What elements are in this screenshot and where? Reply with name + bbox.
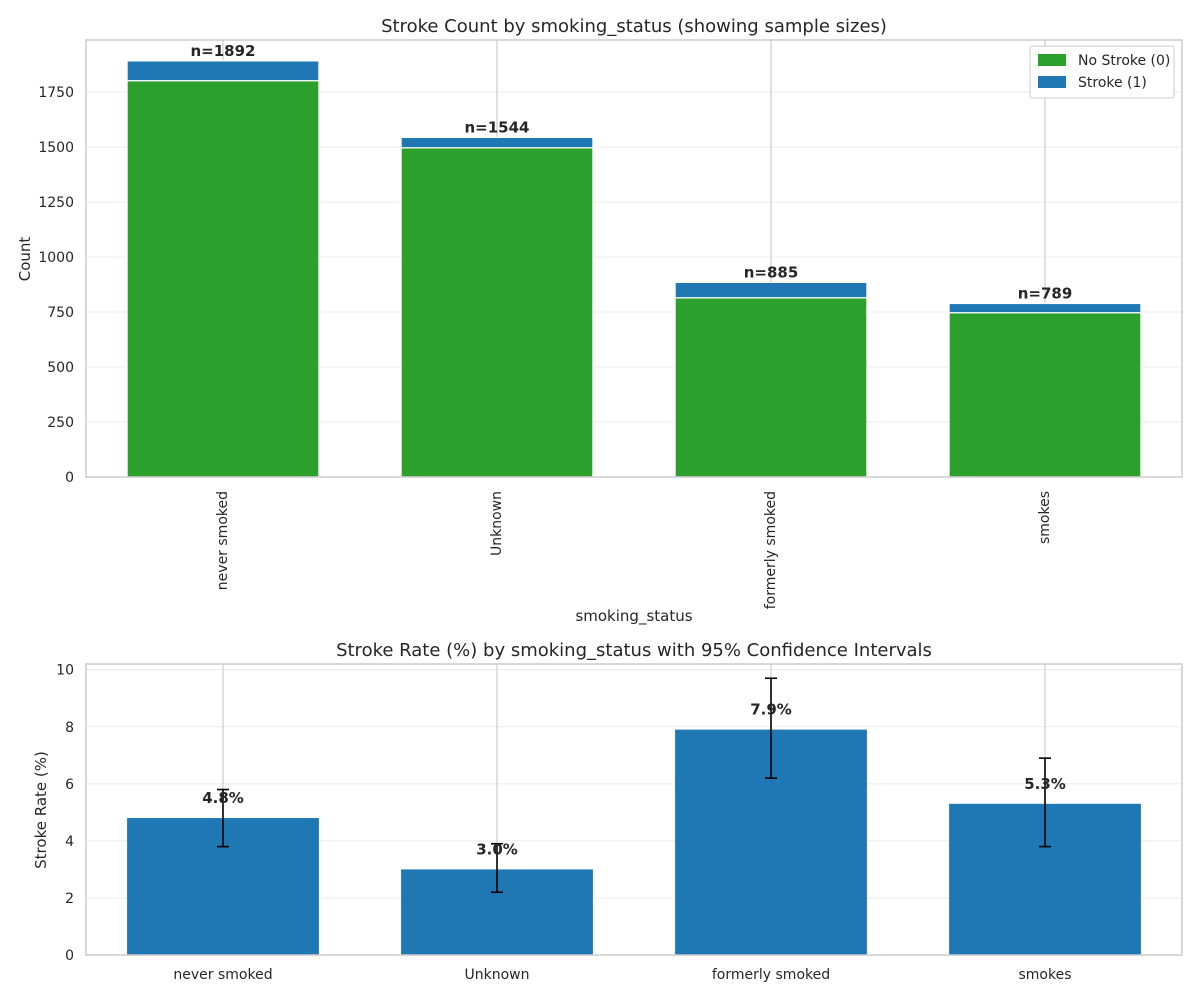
rate-label-unknown: 3.0% xyxy=(476,840,518,858)
chart1-y-tick-label: 250 xyxy=(47,415,74,431)
chart2-x-tick-label: never smoked xyxy=(173,967,272,983)
total-label-formerly-smoked: n=885 xyxy=(744,263,799,281)
chart1-y-tick-label: 1500 xyxy=(38,140,74,156)
chart1-title: Stroke Count by smoking_status (showing … xyxy=(381,16,887,37)
bar-formerly-smoked-no-stroke-0 xyxy=(674,297,868,478)
legend-swatch-no-stroke xyxy=(1038,54,1066,66)
chart1-x-tick-label: formerly smoked xyxy=(763,491,779,609)
chart2-y-tick-label: 6 xyxy=(65,777,74,793)
bar-smokes-no-stroke-0 xyxy=(948,312,1142,478)
bar-unknown-stroke-1 xyxy=(400,136,594,149)
chart2-y-tick-label: 0 xyxy=(65,948,74,964)
chart2-y-tick-label: 2 xyxy=(65,891,74,907)
stroke-count-chart: Stroke Count by smoking_status (showing … xyxy=(16,16,1183,626)
legend-label-stroke: Stroke (1) xyxy=(1078,75,1147,91)
error-bar-smokes xyxy=(1039,757,1051,848)
legend-swatch-stroke xyxy=(1038,76,1066,88)
chart2-y-tick-label: 4 xyxy=(65,834,74,850)
total-label-unknown: n=1544 xyxy=(465,118,530,136)
chart1-x-tick-label: never smoked xyxy=(215,491,231,590)
chart1-y-tick-label: 1750 xyxy=(38,85,74,101)
chart1-x-tick-label: Unknown xyxy=(489,491,505,556)
chart1-y-tick-label: 0 xyxy=(65,470,74,486)
bar-never-smoked-stroke-1 xyxy=(126,60,320,82)
chart2-x-tick-label: formerly smoked xyxy=(712,967,830,983)
rate-label-smokes: 5.3% xyxy=(1024,775,1066,793)
chart1-y-tick-label: 1250 xyxy=(38,195,74,211)
chart1-legend: No Stroke (0) Stroke (1) xyxy=(1029,45,1175,99)
bar-unknown-no-stroke-0 xyxy=(400,147,594,478)
chart2-y-axis-label: Stroke Rate (%) xyxy=(32,751,50,869)
bar-never-smoked-no-stroke-0 xyxy=(126,80,320,478)
stroke-rate-chart: Stroke Rate (%) by smoking_status with 9… xyxy=(32,640,1183,983)
legend-label-no-stroke: No Stroke (0) xyxy=(1078,53,1170,69)
chart2-title: Stroke Rate (%) by smoking_status with 9… xyxy=(336,640,932,661)
chart1-y-tick-label: 500 xyxy=(47,360,74,376)
chart2-x-tick-label: Unknown xyxy=(465,967,530,983)
chart2-plot-frame xyxy=(85,663,1183,956)
chart2-y-tick-label: 10 xyxy=(56,663,74,679)
total-label-smokes: n=789 xyxy=(1018,284,1073,302)
error-bar-formerly-smoked xyxy=(765,677,777,779)
total-label-never-smoked: n=1892 xyxy=(191,42,256,60)
bar-smokes-stroke-1 xyxy=(948,302,1142,314)
rate-label-never-smoked: 4.8% xyxy=(202,789,244,807)
chart2-y-tick-label: 8 xyxy=(65,720,74,736)
error-bar-unknown xyxy=(491,842,503,894)
chart1-x-axis-label: smoking_status xyxy=(575,607,692,626)
chart1-y-tick-label: 1000 xyxy=(38,250,74,266)
chart1-x-tick-label: smokes xyxy=(1037,491,1053,544)
bar-formerly-smoked-stroke-1 xyxy=(674,281,868,299)
chart1-y-axis-label: Count xyxy=(16,237,34,282)
error-bar-never-smoked xyxy=(217,788,229,848)
chart1-plot-frame xyxy=(85,39,1183,478)
rate-label-formerly-smoked: 7.9% xyxy=(750,701,792,719)
chart2-x-tick-label: smokes xyxy=(1018,967,1071,983)
chart1-y-tick-label: 750 xyxy=(47,305,74,321)
